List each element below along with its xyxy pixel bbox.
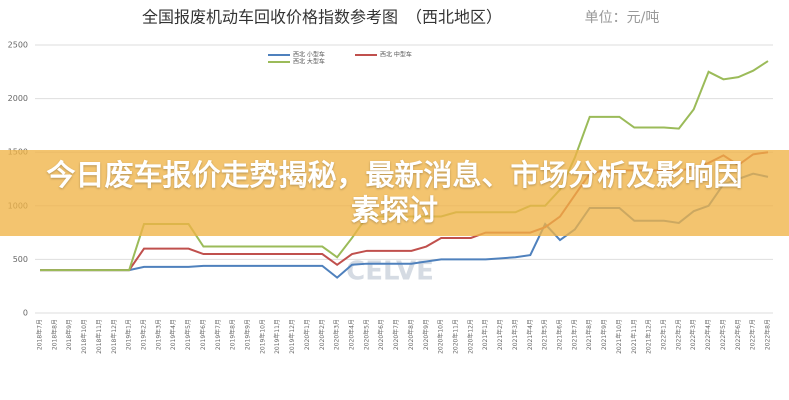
x-tick-label: 2020年2月 <box>318 319 326 350</box>
x-tick-label: 2020年10月 <box>437 319 445 354</box>
x-tick-label: 2020年12月 <box>466 319 474 354</box>
x-tick-label: 2020年9月 <box>422 319 430 350</box>
x-tick-label: 2021年10月 <box>615 319 623 354</box>
x-tick-label: 2021年12月 <box>645 319 653 354</box>
banner-text: 今日废车报价走势揭秘，最新消息、市场分析及影响因素探讨 <box>46 158 743 227</box>
legend-label: 西北 中型车 <box>380 51 412 59</box>
x-tick-label: 2019年8月 <box>229 319 237 350</box>
x-tick-label: 2019年5月 <box>184 319 192 350</box>
x-tick-label: 2020年8月 <box>407 319 415 350</box>
banner: 今日废车报价走势揭秘，最新消息、市场分析及影响因素探讨 <box>0 150 789 236</box>
x-tick-label: 2022年1月 <box>660 319 668 350</box>
x-tick-label: 2022年3月 <box>689 319 697 350</box>
legend-label: 西北 小型车 <box>293 51 325 59</box>
x-tick-label: 2022年2月 <box>674 319 682 350</box>
x-tick-label: 2021年2月 <box>496 319 504 350</box>
unit-label: 单位：元/吨 <box>585 10 660 26</box>
x-tick-label: 2018年10月 <box>80 319 88 354</box>
watermark: CELVE <box>346 257 434 287</box>
y-tick-label: 0 <box>23 309 28 318</box>
x-tick-label: 2019年12月 <box>288 319 296 354</box>
x-tick-label: 2020年6月 <box>377 319 385 350</box>
x-tick-label: 2020年1月 <box>303 319 311 350</box>
x-tick-label: 2019年6月 <box>199 319 207 350</box>
x-tick-label: 2021年1月 <box>481 319 489 350</box>
x-tick-label: 2021年3月 <box>511 319 519 350</box>
x-tick-label: 2022年7月 <box>749 319 757 350</box>
x-tick-label: 2021年7月 <box>570 319 578 350</box>
x-tick-label: 2022年4月 <box>704 319 712 350</box>
x-tick-label: 2019年2月 <box>140 319 148 350</box>
x-tick-label: 2020年11月 <box>452 319 460 354</box>
x-tick-label: 2018年11月 <box>95 319 103 354</box>
x-tick-label: 2019年7月 <box>214 319 222 350</box>
x-tick-label: 2018年12月 <box>110 319 118 354</box>
x-tick-label: 2020年4月 <box>348 319 356 350</box>
x-tick-label: 2021年6月 <box>556 319 564 350</box>
legend-label: 西北 大型车 <box>293 58 325 66</box>
x-tick-label: 2019年11月 <box>273 319 281 354</box>
x-tick-label: 2021年9月 <box>600 319 608 350</box>
x-tick-label: 2019年3月 <box>154 319 162 350</box>
x-tick-label: 2022年5月 <box>719 319 727 350</box>
x-tick-label: 2022年6月 <box>734 319 742 350</box>
x-tick-label: 2019年10月 <box>258 319 266 354</box>
chart-title: 全国报废机动车回收价格指数参考图 （西北地区） <box>142 8 502 27</box>
y-tick-label: 500 <box>13 255 28 264</box>
x-tick-label: 2020年7月 <box>392 319 400 350</box>
x-tick-label: 2019年1月 <box>125 319 133 350</box>
x-tick-label: 2019年9月 <box>244 319 252 350</box>
x-tick-label: 2018年9月 <box>65 319 73 350</box>
x-tick-label: 2021年11月 <box>630 319 638 354</box>
y-tick-label: 2500 <box>8 41 28 50</box>
x-tick-label: 2022年8月 <box>764 319 772 350</box>
x-tick-label: 2020年3月 <box>333 319 341 350</box>
x-tick-label: 2021年5月 <box>541 319 549 350</box>
y-tick-label: 2000 <box>8 94 28 103</box>
x-tick-label: 2018年8月 <box>50 319 58 350</box>
x-tick-label: 2020年5月 <box>362 319 370 350</box>
x-tick-label: 2021年4月 <box>526 319 534 350</box>
x-tick-label: 2019年4月 <box>169 319 177 350</box>
x-tick-label: 2018年7月 <box>36 319 44 350</box>
x-tick-label: 2021年8月 <box>585 319 593 350</box>
